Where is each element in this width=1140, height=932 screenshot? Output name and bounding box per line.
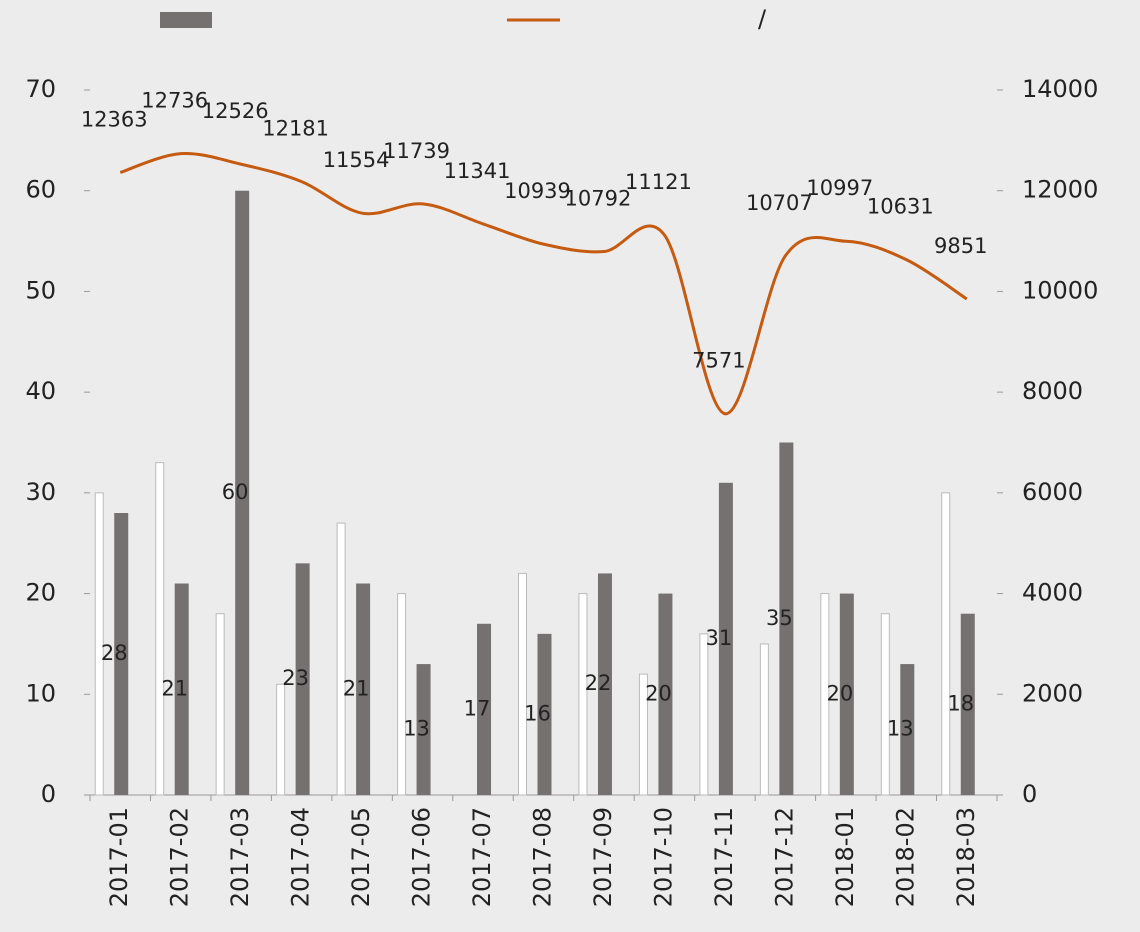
x-tick-label: 2017-04 <box>287 807 315 907</box>
x-tick-label: 2018-01 <box>831 807 859 907</box>
bar <box>597 573 612 795</box>
bar-label: 13 <box>887 717 914 741</box>
x-tick-label: 2017-11 <box>710 807 738 907</box>
x-tick-label: 2017-02 <box>166 807 194 907</box>
bar-label: 20 <box>826 681 853 705</box>
bar <box>718 482 733 795</box>
line-label: 12736 <box>141 89 208 113</box>
x-tick-label: 2017-03 <box>226 807 254 907</box>
y2-tick-label: 10000 <box>1022 276 1098 304</box>
y2-tick-label: 14000 <box>1022 75 1098 103</box>
line-label: 12363 <box>81 107 148 131</box>
y2-tick-label: 2000 <box>1022 679 1083 707</box>
y2-tick-label: 12000 <box>1022 176 1098 204</box>
bar <box>518 572 527 796</box>
bar <box>880 613 890 796</box>
bar <box>779 442 794 795</box>
bar-label: 60 <box>222 480 249 504</box>
bar <box>477 623 492 795</box>
bar <box>578 593 588 796</box>
legend-label: / <box>758 5 767 33</box>
y-tick-label: 50 <box>25 276 56 304</box>
line-label: 10792 <box>565 187 632 211</box>
bar-label: 21 <box>161 676 188 700</box>
line-label: 10997 <box>806 176 873 200</box>
bar-label: 18 <box>947 691 974 715</box>
bar-label: 13 <box>403 717 430 741</box>
line-label: 12526 <box>202 99 269 123</box>
line-label: 10631 <box>867 195 934 219</box>
y-tick-label: 0 <box>41 780 56 808</box>
x-tick-label: 2017-07 <box>468 807 496 907</box>
bar <box>155 462 165 796</box>
bar <box>295 563 310 795</box>
x-tick-label: 2017-06 <box>408 807 436 907</box>
bar <box>638 673 648 796</box>
bar <box>235 190 250 795</box>
bar-label: 23 <box>282 666 309 690</box>
x-tick-label: 2018-02 <box>891 807 919 907</box>
y-tick-label: 70 <box>25 75 56 103</box>
bar-label: 22 <box>585 671 612 695</box>
bar <box>397 593 407 796</box>
bar-label: 16 <box>524 701 551 725</box>
y-tick-label: 60 <box>25 176 56 204</box>
line-label: 9851 <box>934 234 987 258</box>
line-label: 11121 <box>625 170 692 194</box>
line-label: 11739 <box>383 139 450 163</box>
bar-label: 21 <box>343 676 370 700</box>
line-label: 10939 <box>504 179 571 203</box>
bar <box>356 583 371 795</box>
x-tick-label: 2017-09 <box>589 807 617 907</box>
y-tick-label: 10 <box>25 679 56 707</box>
bar-label: 31 <box>706 626 733 650</box>
y-tick-label: 30 <box>25 478 56 506</box>
bar-label: 20 <box>645 681 672 705</box>
bar <box>699 633 709 796</box>
bar <box>658 593 673 795</box>
bar <box>960 613 975 795</box>
bar-label: 17 <box>464 696 491 720</box>
bar <box>820 593 830 796</box>
x-tick-label: 2017-12 <box>770 807 798 907</box>
bar <box>114 513 129 795</box>
x-tick-label: 2017-05 <box>347 807 375 907</box>
line-label: 7571 <box>692 349 745 373</box>
bar <box>276 683 286 796</box>
x-tick-label: 2017-08 <box>529 807 557 907</box>
legend-swatch <box>160 12 212 28</box>
bar <box>941 492 951 796</box>
line-label: 11554 <box>323 148 390 172</box>
bar <box>416 664 431 795</box>
bar-label: 35 <box>766 606 793 630</box>
x-tick-label: 2017-10 <box>649 807 677 907</box>
y2-tick-label: 8000 <box>1022 377 1083 405</box>
line-label: 12181 <box>262 117 329 141</box>
x-tick-label: 2018-03 <box>952 807 980 907</box>
bar <box>94 492 104 796</box>
bar <box>215 613 225 796</box>
bar <box>759 643 769 796</box>
bar <box>537 633 552 795</box>
bar-label: 28 <box>101 641 128 665</box>
line-label: 10707 <box>746 191 813 215</box>
x-tick-label: 2017-01 <box>105 807 133 907</box>
line <box>119 152 968 416</box>
y2-tick-label: 0 <box>1022 780 1037 808</box>
bar <box>900 664 915 795</box>
line-label: 11341 <box>444 159 511 183</box>
bar <box>839 593 854 795</box>
bar <box>336 522 346 796</box>
y-tick-label: 40 <box>25 377 56 405</box>
y-tick-label: 20 <box>25 579 56 607</box>
bar <box>174 583 189 795</box>
y2-tick-label: 4000 <box>1022 579 1083 607</box>
y2-tick-label: 6000 <box>1022 478 1083 506</box>
